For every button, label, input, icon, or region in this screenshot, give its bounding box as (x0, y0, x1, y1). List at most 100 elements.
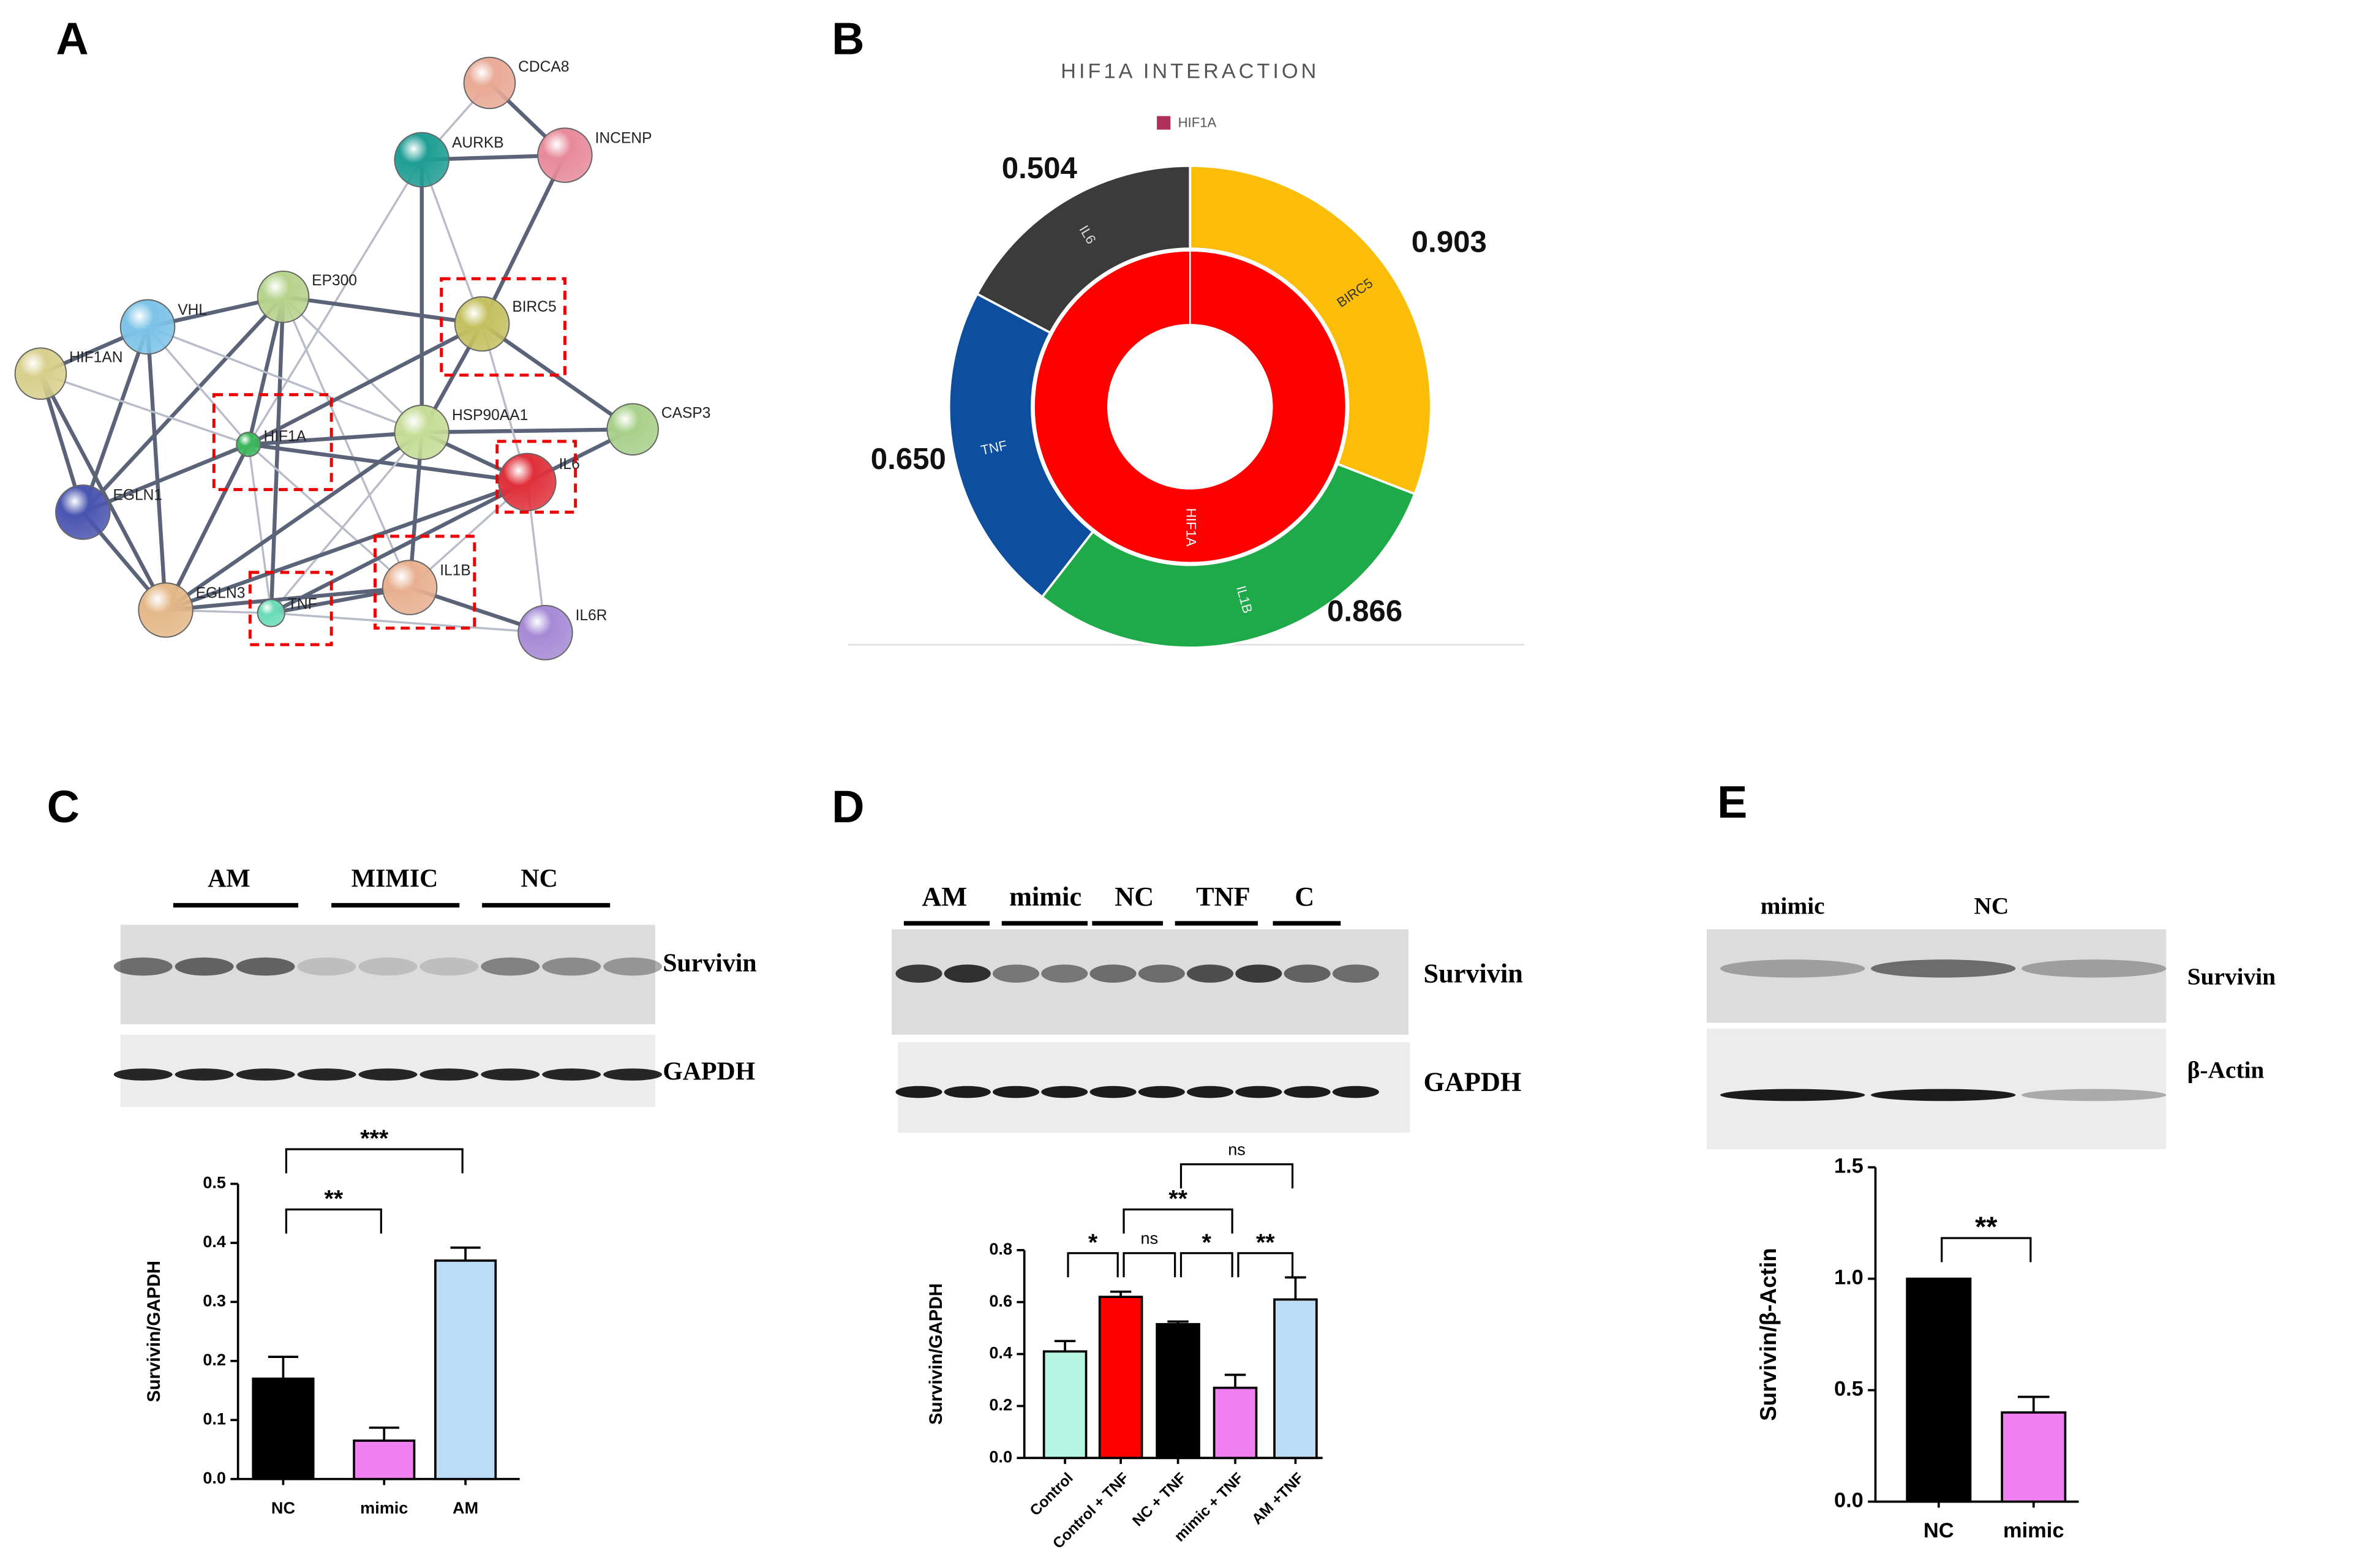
blot-band (1138, 1086, 1185, 1098)
y-tick-label: 0.4 (989, 1344, 1012, 1362)
network-edge (39, 372, 168, 611)
blot-band (992, 1086, 1040, 1098)
network-node (257, 599, 285, 628)
legend-swatch (1157, 116, 1171, 130)
significance-bracket (285, 1208, 382, 1234)
lane-label: NC (521, 865, 557, 893)
blot-band (895, 964, 942, 983)
y-axis-label: Survivin/β-Actin (1756, 1248, 1781, 1421)
network-node (257, 270, 310, 323)
network-edge (165, 480, 528, 612)
y-tick-label: 0.3 (203, 1292, 226, 1310)
bar (1906, 1277, 1972, 1503)
bar (1156, 1322, 1200, 1460)
donut-segment (947, 292, 1095, 599)
band-label: Survivin (2187, 963, 2276, 990)
band-label: Survivin (663, 950, 756, 978)
y-tick-label: 0.0 (989, 1447, 1012, 1466)
network-edge (247, 322, 483, 446)
network-node (382, 560, 438, 615)
network-node (517, 605, 573, 661)
significance-bracket (1179, 1252, 1233, 1278)
significance-label: ns (1228, 1141, 1246, 1159)
network-node (119, 299, 176, 355)
blot-band (1332, 1086, 1379, 1098)
blot-band (1720, 959, 1865, 978)
inner-label: HIF1A (1183, 508, 1198, 547)
blot-band (1187, 964, 1234, 983)
blot-band (1089, 964, 1137, 983)
lane-label: NC (1115, 882, 1154, 912)
significance-bracket (1941, 1237, 2032, 1262)
blot-band (1138, 964, 1185, 983)
panel-label: C (47, 781, 80, 832)
network-edge (165, 585, 410, 612)
blot-band (1332, 964, 1379, 983)
y-tick-label: 0.2 (989, 1396, 1012, 1414)
blot-membrane (892, 929, 1409, 1035)
blot-band (1187, 1086, 1234, 1098)
value-label: 0.504 (1002, 151, 1078, 185)
network-edge (480, 154, 567, 325)
node-label: EGLN1 (113, 487, 162, 503)
network-node (498, 452, 557, 512)
blot-band (1871, 959, 2016, 978)
network-node (454, 296, 510, 352)
blot-band (358, 957, 418, 976)
network-edge (421, 427, 633, 435)
network-edge (269, 296, 285, 613)
panel-label: A (56, 13, 88, 64)
significance-bracket (1237, 1252, 1294, 1278)
y-tick-label: 0.2 (203, 1351, 226, 1369)
panel-label: E (1717, 777, 1747, 828)
blot-band (236, 957, 295, 976)
band-label: GAPDH (1424, 1067, 1522, 1097)
highlight-box (495, 440, 577, 514)
network-edge (81, 326, 150, 513)
network-edge (282, 296, 411, 588)
blot-band (1041, 964, 1088, 983)
node-label: AURKB (452, 135, 504, 151)
blot-band (175, 1068, 234, 1081)
blot-band (113, 1068, 173, 1081)
blot-band (992, 964, 1040, 983)
network-edge (270, 432, 423, 614)
donut-segment (1040, 462, 1416, 649)
blot-band (481, 957, 540, 976)
blot-band (175, 957, 234, 976)
legend-label: HIF1A (1178, 115, 1217, 130)
network-edge (145, 326, 168, 610)
node-label: EGLN3 (196, 585, 246, 601)
bar (353, 1439, 416, 1480)
y-tick-label: 0.1 (203, 1409, 226, 1428)
network-node (606, 403, 659, 456)
significance-label: ** (1975, 1211, 1998, 1243)
value-label: 0.903 (1412, 225, 1487, 259)
network-node (394, 132, 450, 188)
bar (2001, 1411, 2067, 1503)
bar (252, 1377, 315, 1480)
significance-bracket (1123, 1208, 1233, 1234)
y-tick-label: 0.8 (989, 1240, 1012, 1258)
significance-bracket (1179, 1163, 1294, 1188)
y-tick-label: 0.0 (1834, 1489, 1864, 1512)
panel-label: B (832, 13, 864, 64)
bar (1213, 1386, 1258, 1460)
network-edge (40, 372, 249, 446)
blot-band (2022, 959, 2167, 978)
highlight-box (248, 571, 333, 647)
network-edge (164, 443, 250, 611)
significance-bracket (1067, 1252, 1119, 1278)
bar (1098, 1296, 1143, 1460)
blot-band (1871, 1089, 2016, 1101)
network-edge (247, 443, 411, 588)
network-edge (248, 442, 528, 484)
blot-band (1284, 1086, 1331, 1098)
blot-band (419, 1068, 479, 1081)
chart-title: HIF1A INTERACTION (1061, 59, 1319, 83)
lane-label: MIMIC (352, 865, 438, 893)
node-label: IL6R (576, 607, 607, 624)
network-edge (147, 326, 423, 433)
network-node (236, 432, 261, 457)
blot-band (1089, 1086, 1137, 1098)
